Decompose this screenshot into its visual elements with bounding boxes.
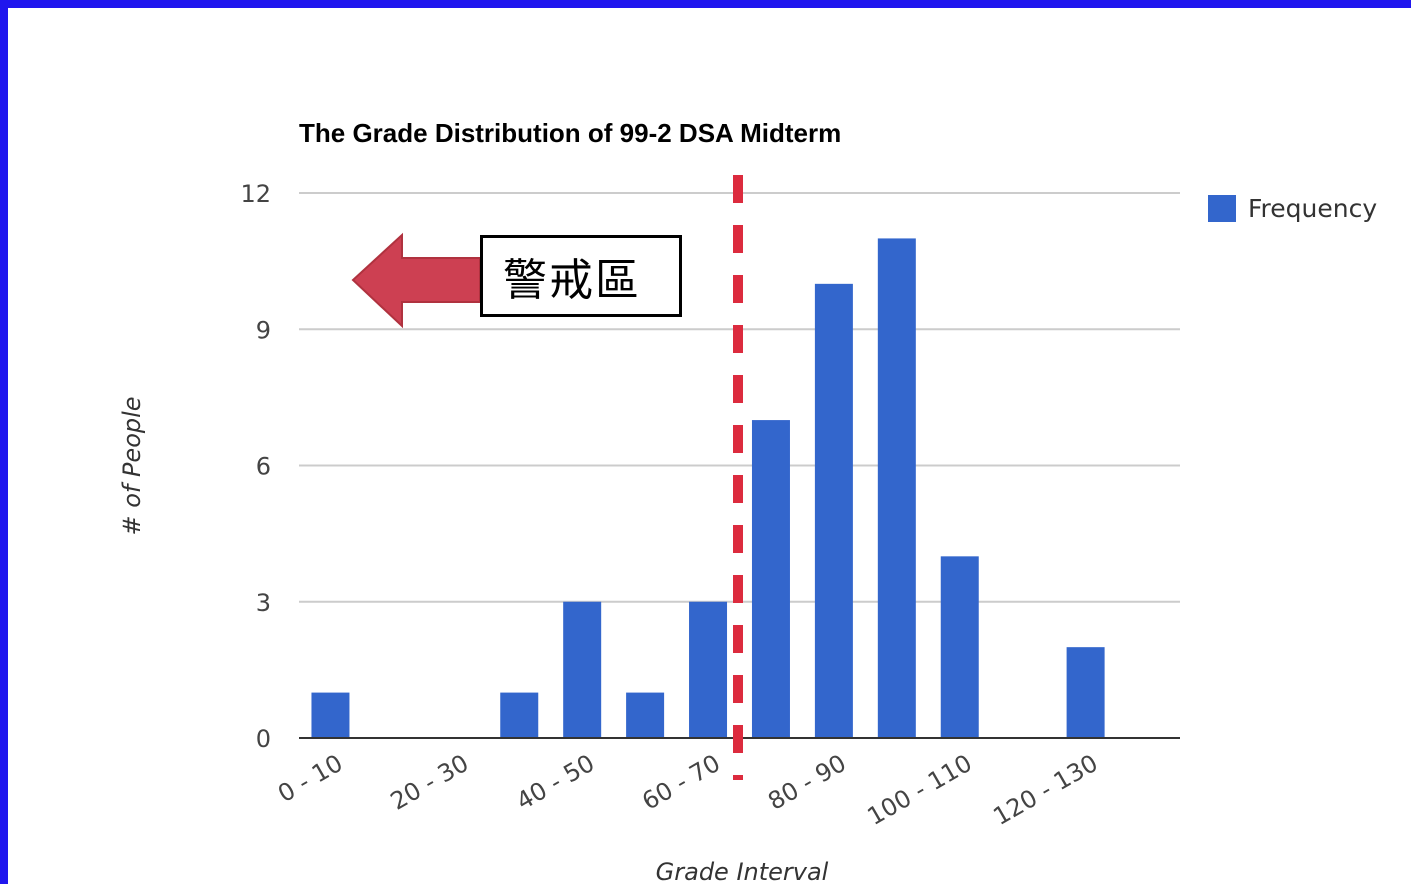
bar [563, 601, 602, 738]
bar [814, 283, 853, 738]
x-tick-label: 20 - 30 [386, 749, 474, 816]
bar [500, 692, 539, 738]
bar [751, 420, 790, 738]
x-tick-label: 60 - 70 [637, 749, 725, 816]
warning-zone-callout: 警戒區 [480, 235, 682, 317]
x-tick-label: 80 - 90 [763, 749, 851, 816]
bar [689, 601, 728, 738]
legend: Frequency [1208, 194, 1377, 223]
bar [940, 556, 979, 738]
y-axis-label: # of People [118, 396, 146, 535]
bar [311, 692, 350, 738]
bar [626, 692, 665, 738]
frame-top-border [0, 0, 1411, 8]
bar [877, 238, 916, 738]
x-tick-label: 40 - 50 [512, 749, 600, 816]
x-tick-label: 120 - 130 [989, 749, 1103, 831]
warning-zone-label: 警戒區 [503, 255, 641, 306]
legend-label: Frequency [1248, 194, 1377, 223]
y-tick-labels: 0 3 6 9 12 [240, 180, 271, 753]
x-tick-labels: 0 - 10 20 - 30 40 - 50 60 - 70 80 - 90 100 - … [273, 749, 1103, 831]
y-tick-label: 6 [256, 453, 271, 481]
frame-left-border [0, 0, 8, 884]
y-tick-label: 3 [256, 589, 271, 617]
left-arrow-icon [351, 232, 481, 329]
x-tick-label: 100 - 110 [863, 749, 977, 831]
x-tick-label: 0 - 10 [273, 749, 347, 808]
chart-title: The Grade Distribution of 99-2 DSA Midte… [299, 118, 841, 148]
bar [1066, 647, 1105, 738]
y-tick-label: 12 [240, 180, 271, 208]
y-tick-label: 0 [256, 725, 271, 753]
bars [311, 238, 1105, 738]
y-tick-label: 9 [256, 316, 271, 344]
legend-swatch [1208, 195, 1236, 222]
x-axis-label: Grade Interval [656, 858, 829, 884]
